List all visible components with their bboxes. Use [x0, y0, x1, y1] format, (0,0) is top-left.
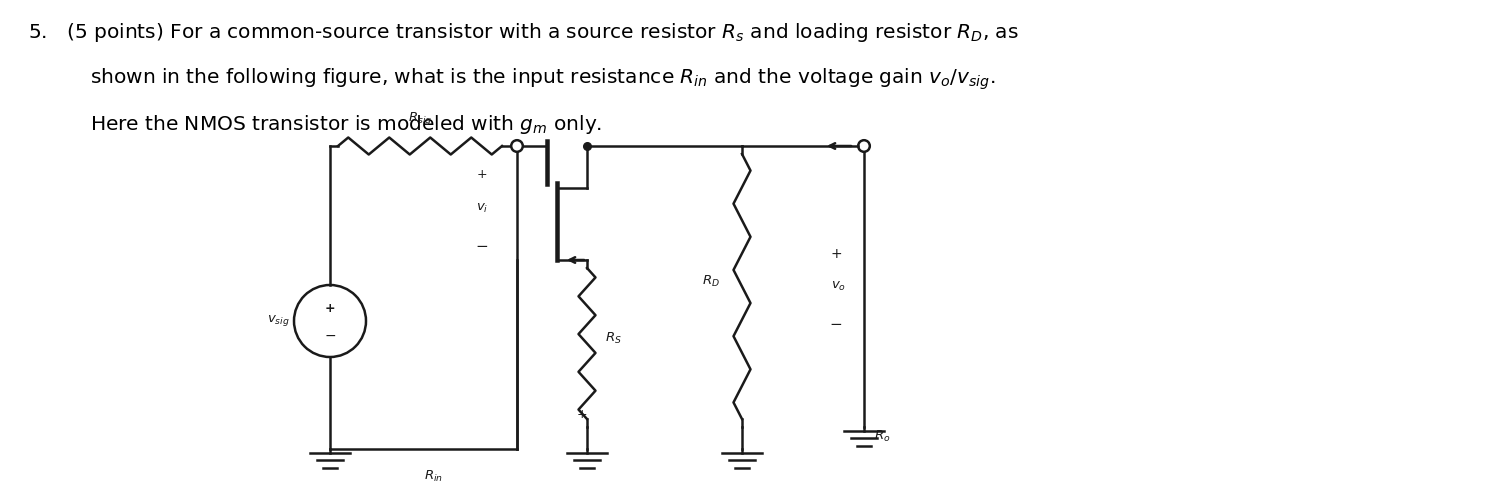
Text: $R_{in}$: $R_{in}$: [424, 469, 443, 484]
Text: $v_o$: $v_o$: [831, 280, 846, 293]
Text: $R_o$: $R_o$: [875, 429, 890, 444]
Text: +: +: [324, 302, 335, 315]
Text: +: +: [477, 167, 487, 180]
Text: +: +: [831, 247, 841, 262]
Text: $R_S$: $R_S$: [605, 331, 621, 346]
Text: Here the NMOS transistor is modeled with $g_m$ only.: Here the NMOS transistor is modeled with…: [90, 113, 602, 136]
Text: $R_{sig}$: $R_{sig}$: [409, 110, 433, 127]
Text: 5.   (5 points) For a common-source transistor with a source resistor $R_s$ and : 5. (5 points) For a common-source transi…: [29, 21, 1019, 44]
Text: +: +: [576, 407, 587, 420]
Text: −: −: [324, 329, 336, 343]
Text: $v_i$: $v_i$: [477, 201, 489, 214]
Text: −: −: [829, 317, 843, 332]
Text: $R_D$: $R_D$: [703, 274, 719, 289]
Text: −: −: [475, 238, 489, 254]
Text: shown in the following figure, what is the input resistance $R_{in}$ and the vol: shown in the following figure, what is t…: [90, 67, 995, 93]
Text: $v_{sig}$: $v_{sig}$: [267, 314, 290, 329]
